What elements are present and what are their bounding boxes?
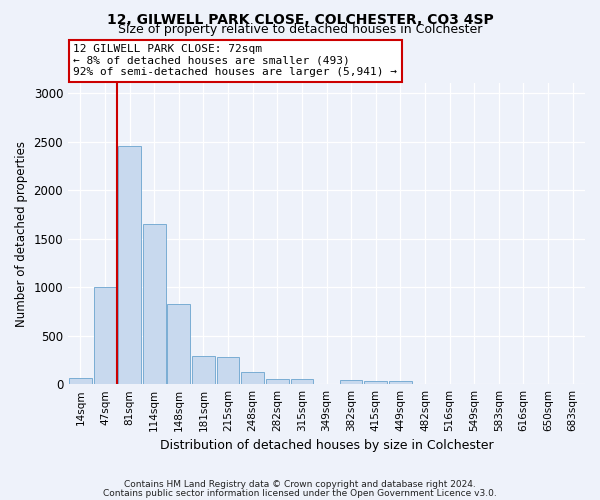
Text: Contains public sector information licensed under the Open Government Licence v3: Contains public sector information licen…: [103, 488, 497, 498]
Bar: [167, 304, 190, 384]
Bar: [340, 380, 362, 384]
Bar: [290, 380, 313, 384]
Bar: [118, 146, 141, 384]
Bar: [217, 357, 239, 384]
Text: Contains HM Land Registry data © Crown copyright and database right 2024.: Contains HM Land Registry data © Crown c…: [124, 480, 476, 489]
Bar: [69, 378, 92, 384]
Text: 12, GILWELL PARK CLOSE, COLCHESTER, CO3 4SP: 12, GILWELL PARK CLOSE, COLCHESTER, CO3 …: [107, 12, 493, 26]
Bar: [241, 372, 264, 384]
Bar: [94, 287, 116, 384]
Bar: [389, 382, 412, 384]
Text: 12 GILWELL PARK CLOSE: 72sqm
← 8% of detached houses are smaller (493)
92% of se: 12 GILWELL PARK CLOSE: 72sqm ← 8% of det…: [73, 44, 397, 78]
Bar: [192, 356, 215, 384]
Y-axis label: Number of detached properties: Number of detached properties: [15, 141, 28, 327]
Bar: [364, 382, 387, 384]
Bar: [143, 224, 166, 384]
X-axis label: Distribution of detached houses by size in Colchester: Distribution of detached houses by size …: [160, 440, 493, 452]
Bar: [266, 379, 289, 384]
Text: Size of property relative to detached houses in Colchester: Size of property relative to detached ho…: [118, 22, 482, 36]
